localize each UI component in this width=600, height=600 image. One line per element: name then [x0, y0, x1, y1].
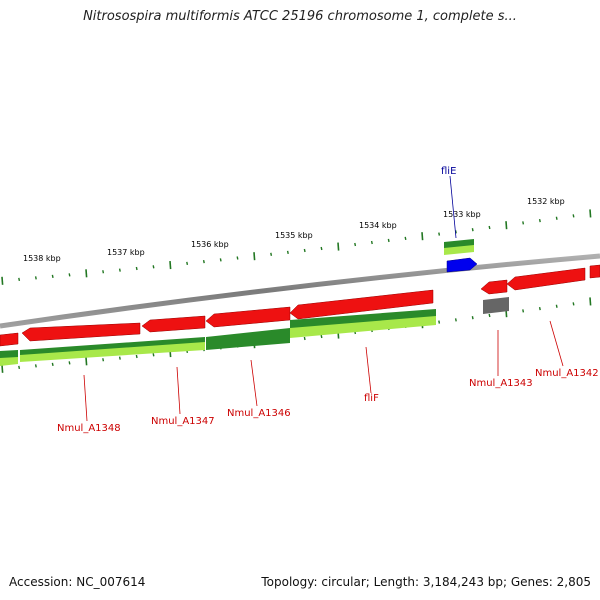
ruler-tick: [320, 246, 323, 251]
ruler-tick: [555, 304, 558, 308]
topology-summary: Topology: circular; Length: 3,184,243 bp…: [261, 575, 591, 589]
ruler-tick: [270, 252, 273, 256]
gene-label-nmul-a1342[interactable]: Nmul_A1342: [535, 368, 599, 379]
ruler-tick: [68, 273, 71, 277]
gene-nmul-a1346[interactable]: [205, 306, 291, 328]
ruler-tick: [286, 250, 289, 255]
gene-nmul-a1343[interactable]: [480, 279, 508, 295]
ruler-label: 1536 kbp: [191, 240, 229, 249]
chromosome-backbone: [0, 253, 600, 329]
ruler-tick: [34, 364, 37, 368]
ruler-tick: [152, 265, 155, 269]
ruler-tick: [538, 218, 541, 223]
ruler-labels: 1538 kbp 1537 kbp 1536 kbp 1535 kbp 1534…: [23, 197, 565, 263]
gene-nmul-a1348[interactable]: [21, 322, 141, 342]
gene-label-nmul-a1348[interactable]: Nmul_A1348: [57, 423, 121, 434]
ruler-tick: [51, 362, 54, 367]
ruler-tick: [471, 228, 474, 232]
ruler-tick: [421, 232, 424, 241]
ruler-tick: [236, 256, 239, 260]
gene-label-flif[interactable]: fliF: [364, 393, 379, 404]
ruler-tick: [303, 336, 306, 341]
gene-flie-selected[interactable]: [446, 257, 478, 273]
gene-label-nmul-a1347[interactable]: Nmul_A1347: [151, 416, 215, 427]
gene-nmul-a1342[interactable]: [506, 267, 586, 291]
ruler-tick: [102, 270, 105, 274]
ruler-tick: [505, 221, 508, 230]
cds-track: [0, 239, 474, 366]
ruler-tick: [354, 242, 357, 247]
ruler-tick: [572, 214, 575, 218]
ruler-tick: [186, 261, 189, 266]
ruler-tick: [118, 268, 121, 272]
gene-nmul-a1347[interactable]: [141, 315, 206, 333]
ruler-tick: [572, 302, 575, 306]
ruler-tick: [438, 232, 441, 236]
ruler-tick: [202, 259, 205, 264]
ruler-tick: [135, 266, 138, 271]
ruler-tick: [538, 306, 541, 311]
gene-pseudo[interactable]: [483, 297, 509, 314]
gene-label-nmul-a1346[interactable]: Nmul_A1346: [227, 408, 291, 419]
ruler-tick: [488, 225, 491, 230]
ruler-tick: [303, 248, 306, 253]
ruler-tick: [51, 274, 54, 279]
gene-left-edge[interactable]: [0, 332, 19, 347]
ruler-tick: [135, 354, 138, 359]
gene-labels: fliE Nmul_A1348 Nmul_A1347 Nmul_A1346 fl…: [57, 166, 599, 434]
gene-label-nmul-a1343[interactable]: Nmul_A1343: [469, 378, 533, 389]
ruler-label: 1535 kbp: [275, 231, 313, 240]
ruler-label: 1534 kbp: [359, 221, 397, 230]
ruler-tick: [522, 221, 525, 225]
ruler-tick: [589, 209, 592, 218]
gene-right-edge[interactable]: [589, 264, 600, 279]
ruler-tick: [320, 334, 323, 339]
ruler-tick: [169, 261, 172, 270]
map-title: Nitrosospira multiformis ATCC 25196 chro…: [83, 9, 517, 24]
ruler-tick: [471, 316, 474, 320]
outer-ruler: [1, 209, 592, 285]
ruler-label: 1532 kbp: [527, 197, 565, 206]
ruler-tick: [387, 238, 390, 243]
ruler-label: 1537 kbp: [107, 248, 145, 257]
ruler-tick: [522, 309, 525, 313]
ruler-tick: [253, 252, 256, 261]
ruler-tick: [1, 364, 4, 373]
ruler-tick: [152, 353, 155, 357]
ruler-tick: [68, 361, 71, 365]
ruler-tick: [219, 258, 222, 262]
ruler-label: 1538 kbp: [23, 254, 61, 263]
gene-leaders: [83, 175, 564, 422]
gene-track-red[interactable]: [0, 264, 600, 347]
ruler-label: 1533 kbp: [443, 210, 481, 219]
ruler-tick: [102, 358, 105, 362]
ruler-tick: [18, 277, 21, 282]
ruler-tick: [337, 242, 340, 251]
ruler-tick: [555, 216, 558, 220]
ruler-tick: [34, 276, 37, 280]
ruler-tick: [118, 356, 121, 360]
ruler-tick: [85, 357, 88, 366]
ruler-tick: [488, 313, 491, 318]
ruler-tick: [589, 297, 592, 306]
ruler-tick: [454, 318, 457, 322]
ruler-tick: [404, 236, 407, 240]
accession-text: Accession: NC_007614: [9, 575, 146, 589]
ruler-tick: [438, 320, 441, 324]
ruler-tick: [85, 269, 88, 278]
ruler-tick: [370, 240, 373, 245]
gene-flif[interactable]: [289, 289, 434, 320]
gene-label-flie[interactable]: fliE: [441, 166, 456, 177]
ruler-tick: [18, 365, 21, 370]
ruler-tick: [1, 276, 4, 285]
